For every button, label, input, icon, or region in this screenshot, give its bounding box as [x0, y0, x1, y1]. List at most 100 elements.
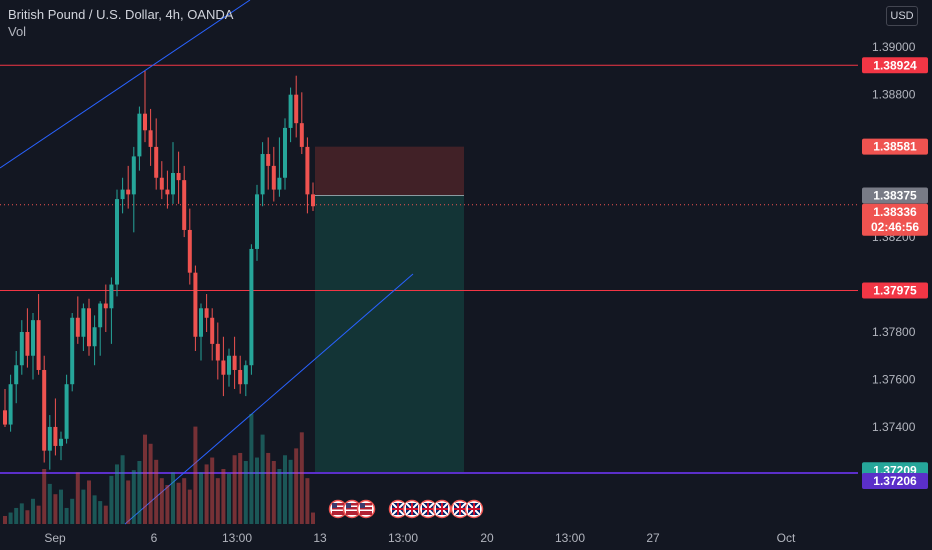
candle-body	[70, 317, 75, 385]
price-axis-background	[858, 0, 932, 550]
candle-body	[277, 177, 282, 190]
volume-bar	[288, 459, 293, 524]
candle-body	[305, 146, 310, 195]
candle-body	[260, 154, 265, 195]
uk-flag-event-icon	[402, 499, 422, 519]
price-tag-background	[862, 282, 928, 299]
volume-label: Vol	[8, 24, 27, 39]
volume-bar	[131, 470, 136, 524]
candle-body	[126, 189, 131, 195]
volume-bar	[81, 489, 86, 524]
volume-bar	[187, 489, 192, 524]
volume-bar	[98, 501, 103, 524]
volume-bar	[243, 460, 248, 524]
candle-body	[249, 248, 254, 366]
candle-body	[176, 173, 181, 181]
candle-body	[75, 317, 80, 337]
volume-bar	[36, 505, 41, 524]
candle-body	[171, 173, 175, 195]
volume-bar	[59, 489, 63, 524]
us-stripe	[346, 509, 358, 511]
volume-bar	[171, 472, 175, 524]
candle-body	[81, 308, 86, 337]
candle-body	[47, 426, 52, 451]
price-tag-background	[862, 203, 928, 236]
candle-body	[215, 343, 220, 361]
time-axis-background	[0, 525, 858, 550]
candle-body	[299, 123, 304, 147]
volume-bar	[266, 452, 271, 524]
y-tick-label: 1.37600	[872, 372, 916, 386]
candle-body	[115, 199, 119, 285]
us-canton	[360, 503, 365, 508]
candle-body	[131, 156, 136, 195]
x-tick-label: 6	[151, 531, 158, 545]
volume-bar	[115, 464, 119, 524]
volume-bar	[120, 455, 125, 524]
volume-bar	[215, 478, 220, 524]
us-stripe	[332, 509, 344, 511]
x-tick-label: 13:00	[388, 531, 418, 545]
price-tag-background	[862, 138, 928, 155]
candle-body	[36, 320, 41, 370]
candle-body	[210, 317, 215, 344]
volume-bar	[25, 510, 30, 524]
volume-bar	[305, 478, 310, 524]
currency-button[interactable]: USD	[886, 6, 918, 26]
volume-bar	[204, 464, 209, 524]
volume-bar	[294, 448, 299, 524]
volume-bar	[165, 485, 170, 524]
candle-body	[137, 113, 142, 157]
volume-bar	[255, 457, 259, 524]
candle-body	[283, 127, 287, 178]
volume-bar	[31, 498, 35, 524]
upper-trend-line	[0, 0, 251, 169]
uk-flag-event-icon	[388, 499, 408, 519]
volume-bar	[42, 469, 47, 524]
volume-bar	[238, 452, 243, 524]
candle-body	[255, 194, 259, 249]
candle-body	[98, 303, 103, 328]
volume-bar	[3, 515, 7, 524]
candle-body	[199, 308, 203, 337]
volume-bar	[232, 455, 237, 524]
volume-bar	[154, 459, 159, 524]
candle-body	[87, 308, 91, 347]
candle-body	[31, 320, 35, 356]
candle-body	[109, 284, 114, 309]
x-tick-label: Oct	[777, 531, 796, 545]
volume-bar	[70, 498, 75, 524]
us-canton	[346, 503, 351, 508]
candle-body	[232, 355, 237, 370]
us-flag-event-icon	[328, 499, 348, 519]
candle-body	[14, 365, 19, 385]
price-tag-line: 1.37975	[862, 282, 928, 299]
volume-bar	[64, 507, 69, 524]
candle-body	[221, 360, 226, 375]
x-tick-label: 20	[480, 531, 494, 545]
candle-body	[187, 229, 192, 273]
candle-body	[165, 189, 170, 195]
candle-body	[294, 94, 299, 124]
y-tick-label: 1.37400	[872, 420, 916, 434]
lower-trend-line	[124, 273, 414, 525]
volume-bar	[92, 495, 97, 524]
volume-bar	[283, 455, 287, 524]
volume-bar	[148, 443, 153, 524]
y-tick-label: 1.38800	[872, 88, 916, 102]
candle-body	[266, 154, 271, 166]
price-tag-value: 1.38581	[873, 140, 917, 154]
candle-body	[120, 189, 125, 200]
uk-flag-event-icon	[432, 499, 452, 519]
us-stripe	[346, 505, 358, 507]
price-tag-background	[862, 187, 928, 204]
symbol-title[interactable]: British Pound / U.S. Dollar, 4h, OANDA	[8, 7, 234, 22]
volume-bar	[176, 482, 181, 524]
candle-body	[311, 194, 315, 207]
volume-bar	[210, 457, 215, 524]
uk-flag-event-icon	[464, 499, 484, 519]
price-tag-background	[862, 472, 928, 489]
x-tick-label: 27	[646, 531, 660, 545]
